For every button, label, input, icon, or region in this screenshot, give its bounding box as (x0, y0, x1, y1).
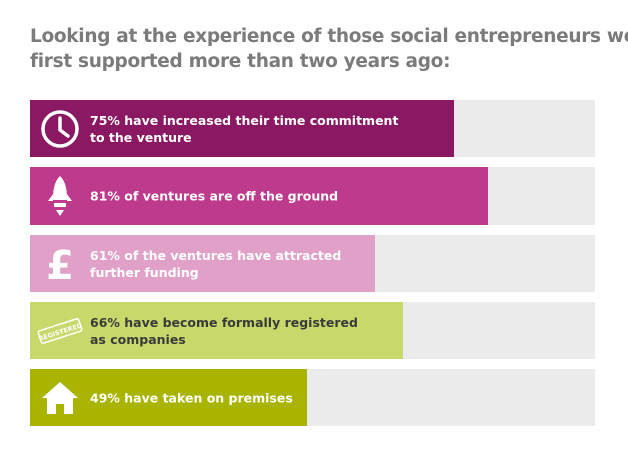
bar-label-line: further funding (90, 264, 199, 280)
bar-off-the-ground: 81% of ventures are off the ground (30, 167, 488, 225)
registered-stamp-icon: REGISTERED (36, 307, 84, 355)
bar-label: 81% of ventures are off the ground (90, 188, 338, 205)
bar-registered: REGISTERED 66% have become formally regi… (30, 302, 403, 359)
chart-title-line: Looking at the experience of those socia… (30, 26, 628, 47)
chart-title-line: first supported more than two years ago: (30, 51, 451, 72)
bar-label-line: to the venture (90, 129, 192, 145)
bar-label-line: 81% of ventures are off the ground (90, 188, 339, 204)
bar-label: 49% have taken on premises (90, 389, 293, 406)
bar-further-funding: £ 61% of the ventures have attracted fur… (30, 235, 375, 292)
bar-premises: 49% have taken on premises (30, 369, 307, 426)
bar-track-registered: REGISTERED 66% have become formally regi… (30, 302, 595, 359)
bar-label: 75% have increased their time commitment… (90, 112, 398, 146)
chart-title: Looking at the experience of those socia… (30, 24, 628, 74)
house-icon (36, 374, 84, 422)
bar-label: 66% have become formally registered as c… (90, 314, 358, 348)
bar-track-further-funding: £ 61% of the ventures have attracted fur… (30, 235, 595, 292)
svg-text:£: £ (46, 244, 74, 284)
bar-label: 61% of the ventures have attracted furth… (90, 247, 341, 281)
pound-icon: £ (36, 240, 84, 288)
bar-label-line: 61% of the ventures have attracted (90, 247, 342, 263)
bar-label-line: 49% have taken on premises (90, 390, 293, 405)
bar-label-line: 66% have become formally registered (90, 314, 358, 330)
bar-track-time-commitment: 75% have increased their time commitment… (30, 100, 595, 157)
rocket-icon (36, 172, 84, 220)
bar-label-line: 75% have increased their time commitment (90, 112, 399, 128)
bar-track-premises: 49% have taken on premises (30, 369, 595, 426)
bar-track-off-the-ground: 81% of ventures are off the ground (30, 167, 595, 225)
clock-icon (36, 105, 84, 153)
bar-chart: 75% have increased their time commitment… (30, 100, 595, 436)
bar-time-commitment: 75% have increased their time commitment… (30, 100, 454, 157)
bar-label-line: as companies (90, 331, 186, 347)
